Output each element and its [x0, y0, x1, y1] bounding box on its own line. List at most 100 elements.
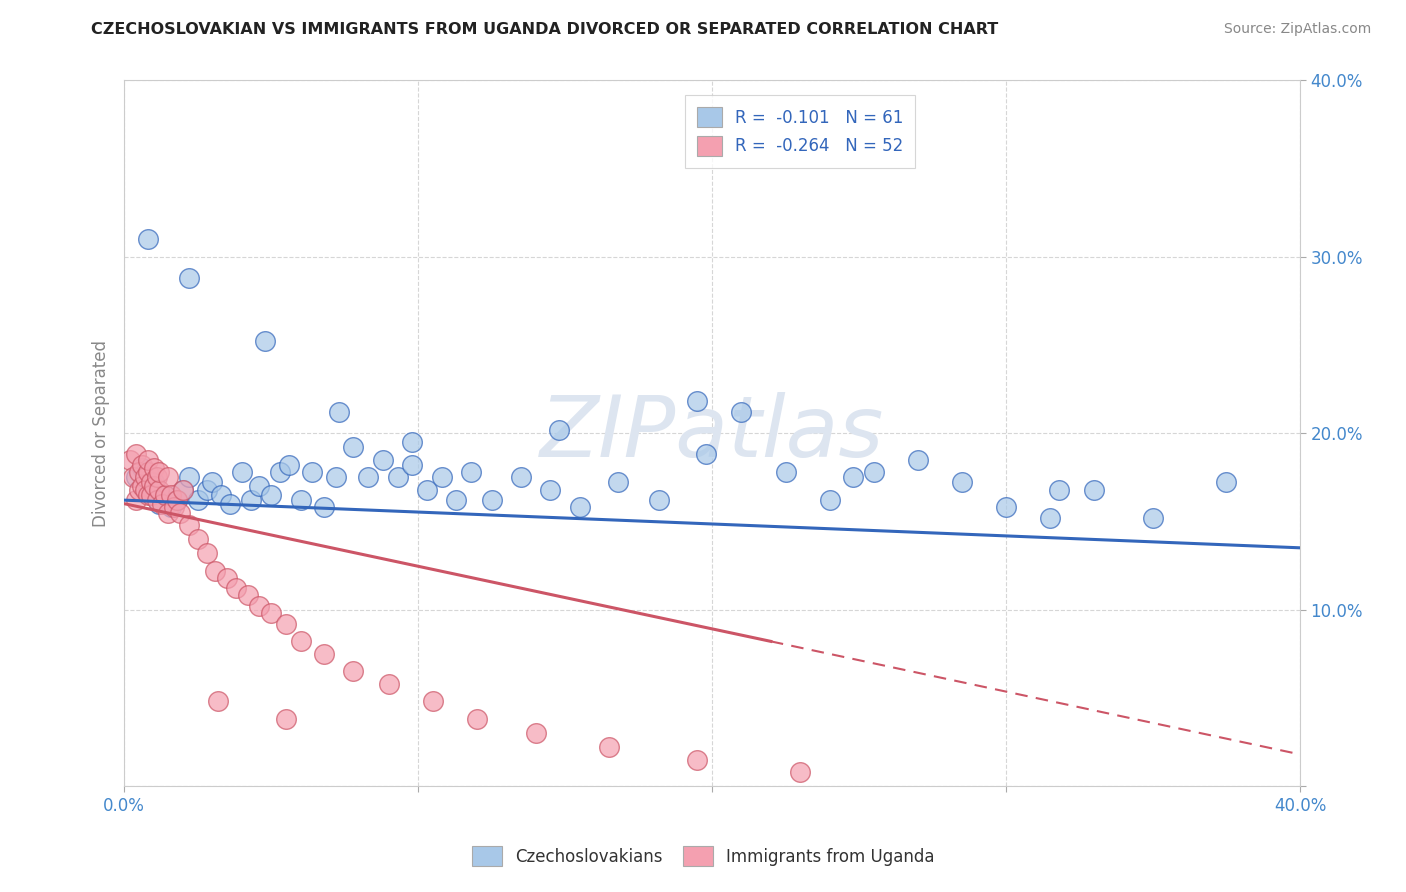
Point: [401, 458, 423, 472]
Point: [142, 475, 165, 490]
Text: ZIPatlas: ZIPatlas: [540, 392, 884, 475]
Point: [209, 488, 232, 502]
Point: [120, 452, 142, 467]
Point: [128, 465, 150, 479]
Point: [950, 475, 973, 490]
Point: [995, 500, 1018, 515]
Point: [1142, 510, 1164, 524]
Point: [219, 497, 242, 511]
Point: [301, 465, 323, 479]
Point: [274, 712, 297, 726]
Point: [907, 452, 929, 467]
Point: [1215, 475, 1237, 490]
Point: [1047, 483, 1070, 497]
Point: [789, 764, 811, 779]
Point: [236, 589, 259, 603]
Point: [207, 694, 229, 708]
Point: [201, 475, 224, 490]
Point: [548, 423, 571, 437]
Point: [131, 479, 153, 493]
Point: [160, 488, 183, 502]
Legend: R =  -0.101   N = 61, R =  -0.264   N = 52: R = -0.101 N = 61, R = -0.264 N = 52: [685, 95, 915, 168]
Point: [155, 488, 177, 502]
Point: [160, 500, 183, 515]
Point: [217, 571, 239, 585]
Point: [134, 483, 156, 497]
Point: [155, 488, 177, 502]
Y-axis label: Divorced or Separated: Divorced or Separated: [93, 340, 110, 526]
Point: [134, 470, 156, 484]
Point: [314, 647, 336, 661]
Point: [239, 493, 262, 508]
Point: [328, 405, 350, 419]
Point: [204, 564, 226, 578]
Point: [148, 483, 170, 497]
Point: [157, 470, 180, 484]
Point: [842, 470, 865, 484]
Point: [1083, 483, 1105, 497]
Point: [131, 458, 153, 472]
Point: [145, 493, 167, 508]
Point: [195, 546, 218, 560]
Point: [136, 488, 159, 502]
Point: [775, 465, 797, 479]
Point: [231, 465, 253, 479]
Point: [460, 465, 482, 479]
Point: [136, 232, 159, 246]
Point: [166, 493, 188, 508]
Point: [142, 479, 165, 493]
Point: [269, 465, 291, 479]
Point: [187, 493, 209, 508]
Point: [260, 488, 283, 502]
Point: [481, 493, 503, 508]
Point: [290, 493, 312, 508]
Point: [187, 532, 209, 546]
Point: [122, 470, 145, 484]
Point: [136, 465, 159, 479]
Point: [686, 394, 709, 409]
Point: [139, 488, 162, 502]
Point: [342, 440, 364, 454]
Point: [648, 493, 671, 508]
Point: [378, 677, 401, 691]
Point: [260, 606, 283, 620]
Point: [169, 506, 191, 520]
Point: [136, 483, 159, 497]
Point: [142, 461, 165, 475]
Point: [163, 500, 186, 515]
Point: [128, 483, 150, 497]
Point: [290, 634, 312, 648]
Point: [730, 405, 752, 419]
Point: [387, 470, 409, 484]
Point: [430, 470, 453, 484]
Point: [446, 493, 468, 508]
Point: [277, 458, 299, 472]
Point: [172, 483, 194, 497]
Point: [686, 753, 709, 767]
Point: [249, 599, 271, 613]
Point: [538, 483, 561, 497]
Point: [125, 493, 148, 508]
Point: [422, 694, 444, 708]
Point: [342, 665, 364, 679]
Point: [1039, 510, 1062, 524]
Point: [325, 470, 347, 484]
Point: [177, 470, 200, 484]
Point: [465, 712, 488, 726]
Point: [177, 517, 200, 532]
Legend: Czechoslovakians, Immigrants from Uganda: Czechoslovakians, Immigrants from Uganda: [464, 838, 942, 875]
Point: [524, 726, 547, 740]
Point: [274, 616, 297, 631]
Point: [510, 470, 533, 484]
Point: [139, 475, 162, 490]
Point: [818, 493, 841, 508]
Text: Source: ZipAtlas.com: Source: ZipAtlas.com: [1223, 22, 1371, 37]
Point: [148, 465, 170, 479]
Point: [371, 452, 394, 467]
Text: CZECHOSLOVAKIAN VS IMMIGRANTS FROM UGANDA DIVORCED OR SEPARATED CORRELATION CHAR: CZECHOSLOVAKIAN VS IMMIGRANTS FROM UGAND…: [91, 22, 998, 37]
Point: [125, 447, 148, 461]
Point: [357, 470, 380, 484]
Point: [598, 740, 620, 755]
Point: [249, 479, 271, 493]
Point: [152, 497, 174, 511]
